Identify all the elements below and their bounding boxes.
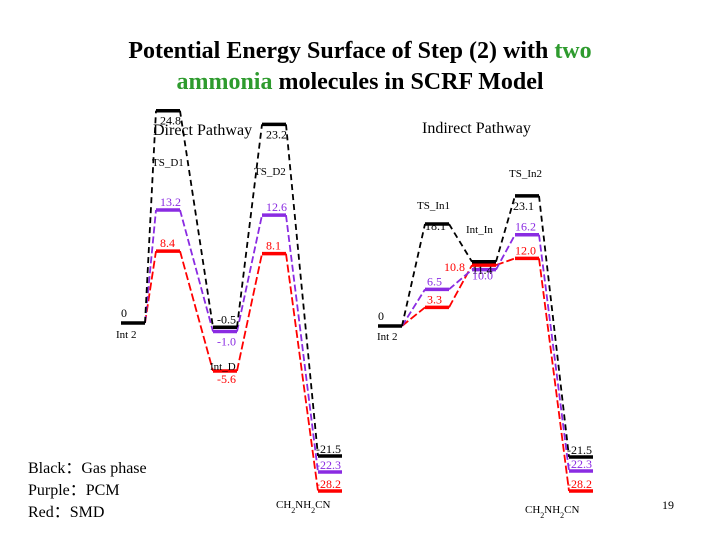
energy-label-pcm: 6.5 <box>427 274 442 288</box>
connector-smd-0-1 <box>179 250 214 372</box>
energy-label-gas: 24.8 <box>160 114 181 128</box>
energy-label-smd: 3.3 <box>427 292 442 306</box>
connector-gas-1-0 <box>401 223 426 327</box>
state-name-label: Int 2 <box>116 329 136 341</box>
connector-gas-0-2 <box>236 124 263 328</box>
state-name-label: CH2NH2CN <box>525 504 580 520</box>
state-name-label: CH2NH2CN <box>276 499 331 515</box>
legend-smd: Red：SMD <box>28 504 105 521</box>
energy-label-gas: -0.5 <box>217 312 236 326</box>
legend-pcm: Purple：PCM <box>28 482 120 499</box>
energy-label-smd: 8.1 <box>266 239 281 253</box>
title-highlight-two: two <box>554 38 592 64</box>
energy-label-pcm: 16.2 <box>515 220 536 234</box>
energy-label-gas: -21.5 <box>316 442 341 456</box>
title-part: molecules in SCRF Model <box>272 69 544 95</box>
energy-label-smd: 8.4 <box>160 236 175 250</box>
state-name-label: Int_D <box>210 361 236 373</box>
connector-smd-0-2 <box>236 253 263 372</box>
connector-pcm-0-0 <box>144 209 157 324</box>
connector-pcm-1-3 <box>538 234 570 472</box>
title-highlight-ammonia: ammonia <box>176 69 273 95</box>
energy-label-gas: 0 <box>378 309 384 323</box>
connector-pcm-0-3 <box>285 215 319 473</box>
energy-label-gas: 11.4 <box>472 263 493 277</box>
energy-label-smd: 12.0 <box>515 243 536 257</box>
state-name-label: TS_In1 <box>417 200 450 212</box>
state-name-label: TS_In2 <box>509 168 542 180</box>
slide-title: Potential Energy Surface of Step (2) wit… <box>0 36 720 98</box>
energy-label-pcm: -22.3 <box>567 457 592 471</box>
energy-label-smd: -28.2 <box>567 477 592 491</box>
connector-pcm-1-0 <box>401 288 426 327</box>
direct-pathway-label: Direct Pathway <box>153 122 253 139</box>
title-part: Potential Energy Surface of Step (2) wit… <box>128 38 555 64</box>
connector-smd-1-3 <box>538 258 570 492</box>
connector-gas-0-1 <box>179 110 214 328</box>
legend: Black：Gas phase Purple：PCM Red：SMD <box>28 458 147 524</box>
connector-pcm-1-2 <box>495 234 516 271</box>
energy-label-pcm: 13.2 <box>160 195 181 209</box>
energy-label-gas: 0 <box>121 306 127 320</box>
energy-label-pcm: -22.3 <box>316 458 341 472</box>
state-name-label: TS_D2 <box>254 166 286 178</box>
legend-gas-phase: Black：Gas phase <box>28 460 147 477</box>
connector-gas-1-3 <box>538 195 570 458</box>
energy-label-smd: 10.8 <box>444 260 465 274</box>
connector-pcm-1-1 <box>448 268 473 291</box>
connector-smd-1-0 <box>401 306 426 327</box>
connector-pcm-0-1 <box>179 209 214 332</box>
page-number: 19 <box>662 498 674 512</box>
state-name-label: Int 2 <box>377 331 397 343</box>
state-name-label: TS_D1 <box>152 157 184 169</box>
energy-label-gas: 23.1 <box>513 199 534 213</box>
connector-gas-1-2 <box>495 195 516 263</box>
energy-label-pcm: 10.0 <box>472 269 493 283</box>
energy-label-gas: -21.5 <box>567 443 592 457</box>
energy-label-pcm: -1.0 <box>217 335 236 349</box>
energy-label-pcm: 12.6 <box>266 200 287 214</box>
connector-smd-0-3 <box>285 253 319 492</box>
energy-label-gas: 18.1 <box>425 219 446 233</box>
connector-gas-1-1 <box>448 223 473 263</box>
energy-label-smd: -5.6 <box>217 372 236 386</box>
connector-gas-0-3 <box>285 124 319 457</box>
energy-label-gas: 23.2 <box>266 127 287 141</box>
connector-gas-0-0 <box>144 110 157 324</box>
indirect-pathway-label: Indirect Pathway <box>422 120 531 137</box>
state-name-label: Int_In <box>466 224 493 236</box>
energy-label-smd: -28.2 <box>316 477 341 491</box>
